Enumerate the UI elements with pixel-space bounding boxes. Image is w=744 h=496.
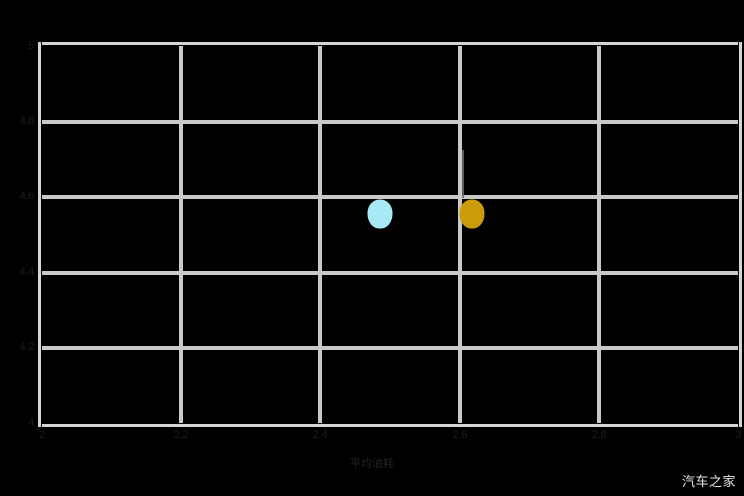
x-tick-label-0: 2 xyxy=(39,429,45,441)
y-tick-label-3: 4.4 xyxy=(19,266,35,278)
annotation-label xyxy=(356,189,516,197)
x-tick-label-5: 3 xyxy=(735,429,741,441)
gridline-vertical-4 xyxy=(597,46,601,423)
axis-spine-bottom xyxy=(42,424,738,427)
y-tick-label-5: 4 xyxy=(28,417,34,429)
x-tick-label-1: 2.2 xyxy=(173,429,189,441)
x-tick-label-3: 2.6 xyxy=(452,429,468,441)
annotation-marker-line xyxy=(461,150,464,198)
data-point-gold[interactable] xyxy=(459,199,485,229)
gridline-horizontal-4 xyxy=(42,346,738,350)
gridline-vertical-2 xyxy=(318,46,322,423)
axis-spine-top xyxy=(42,42,738,45)
data-point-cyan[interactable] xyxy=(367,199,393,229)
x-tick-label-2: 2.4 xyxy=(312,429,328,441)
plot-area xyxy=(38,42,742,427)
axis-spine-right xyxy=(739,42,742,427)
x-axis-title: 平均油耗 xyxy=(350,458,394,470)
x-tick-label-4: 2.8 xyxy=(591,429,607,441)
gridline-horizontal-1 xyxy=(42,120,738,124)
y-tick-label-1: 4.8 xyxy=(19,115,35,127)
axis-spine-left xyxy=(38,42,41,427)
y-tick-label-0: 5 xyxy=(28,40,34,52)
gridline-horizontal-3 xyxy=(42,271,738,275)
watermark-logo: 汽车之家 xyxy=(681,475,736,490)
y-tick-label-4: 4.2 xyxy=(19,341,35,353)
gridline-vertical-3 xyxy=(458,46,462,423)
y-tick-label-2: 4.6 xyxy=(19,190,35,202)
gridline-vertical-1 xyxy=(179,46,183,423)
gridline-horizontal-2 xyxy=(42,195,738,199)
